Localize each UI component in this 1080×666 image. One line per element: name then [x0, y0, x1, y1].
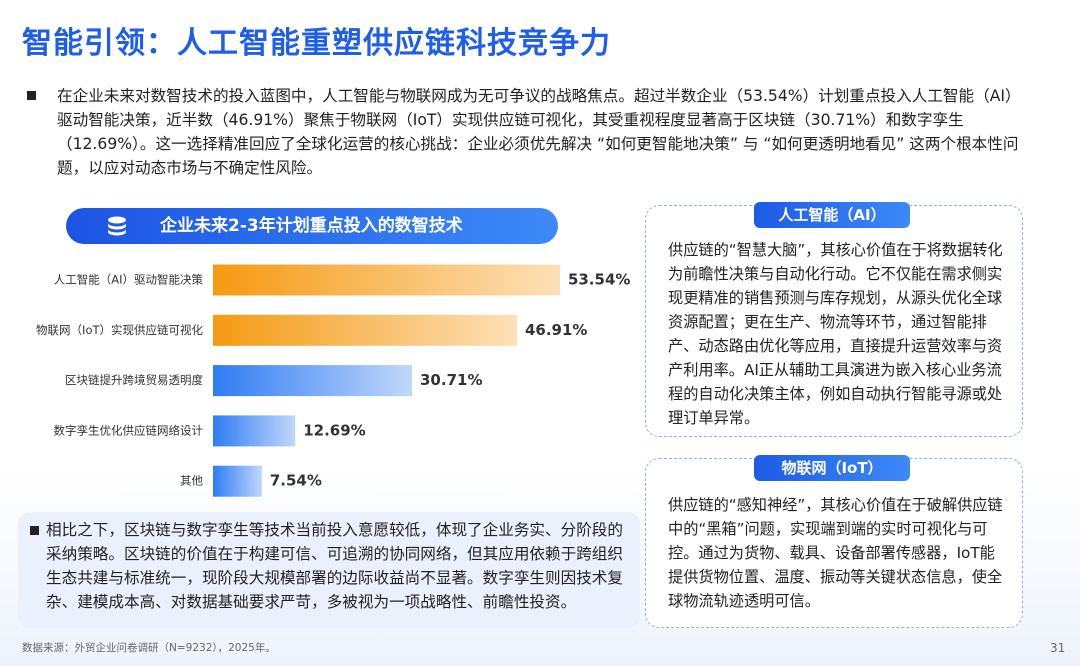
category-label: 物联网（IoT）实现供应链可视化	[36, 323, 203, 337]
db-icon	[108, 216, 126, 236]
title: 智能引领：人工智能重塑供应链科技竞争力	[22, 26, 611, 61]
source: 数据来源：外贸企业问卷调研（N=9232），2025年。	[22, 642, 276, 654]
card-title: 物联网（IoT）	[754, 455, 910, 481]
page-number: 31	[1050, 641, 1066, 655]
card-text: 供应链的“感知神经”，其核心价值在于破解供应链中的“黑箱”问题，实现端到端的实时…	[668, 496, 1003, 610]
bar-chart: 人工智能（AI）驱动智能决策 53.54% 物联网（IoT）实现供应链可视化 46.9…	[36, 264, 630, 497]
value-label: 30.71%	[420, 371, 482, 389]
category-label: 人工智能（AI）驱动智能决策	[54, 273, 204, 287]
intro: 在企业未来对数智技术的投入蓝图中，人工智能与物联网成为无可争议的战略焦点。超过半…	[57, 87, 1021, 177]
value-label: 7.54%	[270, 472, 322, 490]
note-box: 相比之下，区块链与数字孪生等技术当前投入意愿较低，体现了企业务实、分阶段的采纳策…	[18, 512, 640, 628]
category-label: 其他	[180, 474, 203, 488]
chart-title: 企业未来2-3年计划重点投入的数智技术	[160, 216, 463, 236]
category-label: 区块链提升跨境贸易透明度	[65, 373, 203, 387]
chart-header: 企业未来2-3年计划重点投入的数智技术	[66, 208, 558, 244]
bar	[213, 415, 296, 447]
bar	[213, 465, 262, 497]
note: 相比之下，区块链与数字孪生等技术当前投入意愿较低，体现了企业务实、分阶段的采纳策…	[46, 521, 623, 611]
bar	[213, 314, 517, 346]
bar	[213, 264, 560, 296]
value-label: 53.54%	[568, 271, 630, 289]
bullet	[30, 526, 39, 535]
card: 物联网（IoT） 供应链的“感知神经”，其核心价值在于破解供应链中的“黑箱”问题…	[645, 455, 1023, 628]
category-label: 数字孪生优化供应链网络设计	[54, 423, 204, 437]
value-label: 12.69%	[303, 421, 365, 439]
card: 人工智能（AI） 供应链的“智慧大脑”，其核心价值在于将数据转化为前瞻性决策与自…	[645, 202, 1023, 437]
bar	[213, 365, 413, 397]
value-label: 46.91%	[525, 321, 587, 339]
card-title: 人工智能（AI）	[754, 202, 910, 228]
card-text: 供应链的“智慧大脑”，其核心价值在于将数据转化为前瞻性决策与自动化行动。它不仅能…	[668, 241, 1003, 427]
bullet	[27, 91, 36, 100]
